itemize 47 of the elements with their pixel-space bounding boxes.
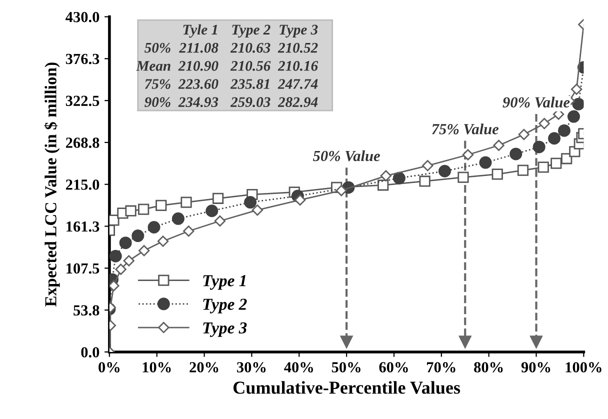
annotation: 234.93 — [178, 97, 218, 108]
annotation: 210.63 — [230, 42, 270, 53]
x-tick-label: 0% — [98, 362, 120, 372]
x-tick-label: 60% — [379, 362, 408, 372]
x-tick-label: 30% — [237, 362, 266, 372]
x-tick-label: 40% — [284, 362, 313, 372]
x-tick-label: 10% — [142, 362, 171, 372]
y-tick-label: 376.3 — [66, 54, 100, 64]
y-tick-label: 53.8 — [74, 305, 100, 316]
annotation: 75% — [144, 79, 170, 89]
y-tick-label: 430.0 — [66, 12, 100, 22]
annotation: 223.60 — [178, 79, 218, 89]
x-tick-label: 20% — [190, 362, 218, 372]
ref-line-label: 75% Value — [432, 124, 499, 134]
annotation: 90% — [144, 97, 170, 108]
y-tick-label: 322.5 — [66, 96, 100, 106]
annotation: Type 3 — [280, 24, 318, 38]
ref-line-label: 50% Value — [312, 150, 380, 162]
annotation: 235.81 — [230, 79, 270, 89]
annotation: Mean — [136, 61, 170, 71]
legend-label: Type 2 — [203, 298, 247, 314]
y-tick-label: 0.0 — [81, 347, 100, 358]
annotation: Tyle 1 — [183, 24, 218, 38]
annotation: 210.90 — [178, 60, 218, 71]
y-tick-label: 215.0 — [66, 180, 100, 190]
annotation: 50% — [144, 42, 170, 53]
y-tick-label: 268.8 — [66, 138, 100, 148]
annotation: 210.16 — [278, 60, 318, 71]
ref-line-label: 90% Value — [502, 96, 570, 108]
y-axis-title: Expected LCC Value (in $ million) — [44, 62, 60, 307]
annotation: 259.03 — [230, 97, 270, 108]
annotation: 210.56 — [230, 60, 271, 71]
annotation: 210.52 — [278, 42, 318, 53]
legend-label: Type 1 — [203, 275, 246, 290]
annotation: 211.08 — [179, 42, 218, 53]
x-tick-label: 80% — [474, 362, 503, 372]
annotation: 282.94 — [278, 97, 318, 108]
legend-label: Type 3 — [203, 322, 247, 337]
x-tick-label: 70% — [427, 362, 456, 372]
y-tick-label: 161.3 — [66, 221, 100, 232]
annotation: Type 2 — [232, 24, 270, 38]
y-tick-label: 107.5 — [66, 263, 100, 274]
x-axis-title: Cumulative-Percentile Values — [234, 381, 460, 394]
x-tick-label: 50% — [332, 362, 360, 372]
annotation: 247.74 — [278, 79, 318, 89]
x-tick-label: 100% — [566, 362, 602, 372]
x-tick-label: 90% — [521, 362, 550, 372]
